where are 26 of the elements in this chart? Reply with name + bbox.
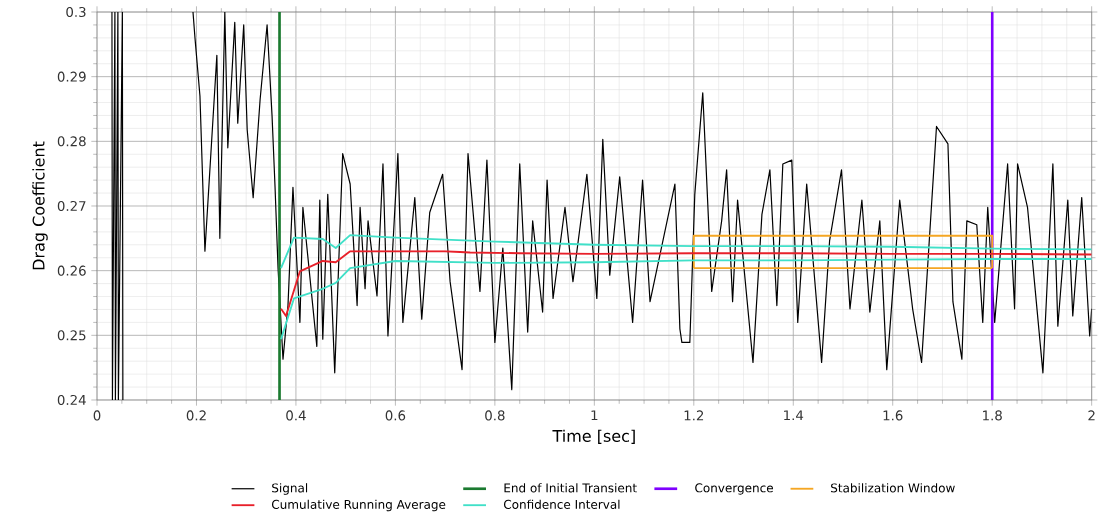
- legend-label: Cumulative Running Average: [271, 499, 446, 512]
- x-tick-label: 1.8: [983, 410, 1002, 421]
- x-tick-label: 0: [93, 410, 101, 421]
- x-tick-label: 0.2: [186, 410, 206, 421]
- y-axis-title: Drag Coefficient: [32, 141, 48, 270]
- y-tick-label: 0.25: [57, 330, 86, 341]
- y-tick-label: 0.26: [57, 265, 86, 276]
- x-tick-label: 1.6: [883, 410, 903, 421]
- x-tick-label: 0.8: [485, 410, 505, 421]
- legend-label: Convergence: [695, 483, 773, 495]
- y-tick-label: 0.27: [57, 200, 86, 212]
- x-tick-label: 2: [1088, 410, 1095, 421]
- y-tick-label: 0.3: [66, 6, 86, 18]
- y-tick-label: 0.24: [57, 394, 86, 406]
- y-tick-label: 0.29: [57, 71, 86, 82]
- x-tick-label: 0.6: [385, 410, 406, 421]
- legend-label: Confidence Interval: [503, 499, 620, 509]
- x-tick-label: 1.4: [784, 410, 804, 421]
- x-tick-label: 0.4: [286, 410, 306, 421]
- x-tick-label: 1: [591, 410, 598, 421]
- legend-label: End of Initial Transient: [504, 483, 637, 493]
- x-axis-title: Time [sec]: [552, 429, 635, 444]
- y-tick-label: 0.28: [57, 136, 86, 147]
- legend-label: Stabilization Window: [831, 483, 955, 493]
- legend-label: Signal: [272, 483, 308, 495]
- x-tick-label: 1.2: [684, 410, 704, 421]
